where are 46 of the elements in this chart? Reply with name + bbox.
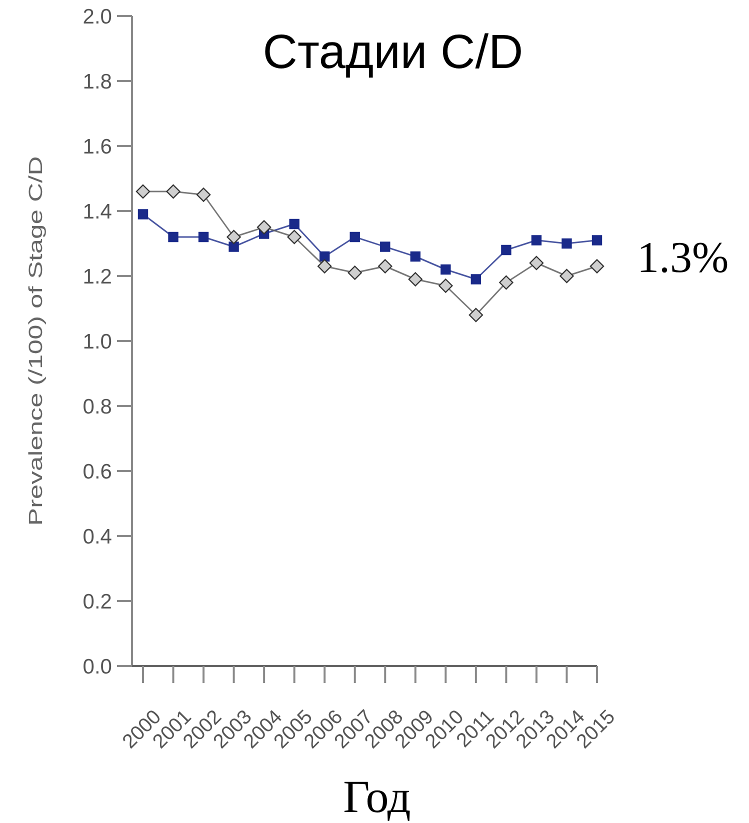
point	[318, 259, 332, 274]
y-tick-label: 1.0	[82, 330, 112, 354]
point	[166, 184, 180, 199]
point	[470, 274, 482, 284]
y-tick-label: 1.4	[82, 200, 112, 224]
x-axis-title: Год	[343, 771, 411, 822]
point	[168, 232, 178, 242]
y-tick-label: 0.0	[82, 655, 112, 678]
y-axis-title: Prevalence (/100) of Stage C/D	[24, 156, 46, 526]
point	[499, 275, 514, 290]
text: 1.3%	[637, 233, 729, 282]
point	[410, 251, 420, 262]
point	[468, 308, 484, 322]
point	[592, 235, 602, 246]
point	[560, 268, 574, 284]
point	[289, 218, 300, 230]
point	[138, 209, 148, 220]
y-tick-label: 0.4	[82, 525, 112, 548]
point	[529, 256, 544, 270]
point	[531, 235, 542, 246]
point	[348, 266, 362, 280]
point	[380, 242, 390, 252]
point	[136, 184, 150, 199]
point	[226, 230, 241, 244]
point	[438, 278, 453, 293]
point	[198, 232, 209, 242]
y-tick-label: 1.8	[82, 70, 112, 94]
point	[320, 251, 330, 262]
point	[408, 272, 422, 286]
point	[501, 244, 512, 256]
point	[378, 259, 392, 274]
y-tick-label: 1.6	[82, 135, 112, 158]
chart-title: Стадии C/D	[262, 26, 524, 79]
y-tick-label: 0.2	[82, 590, 112, 614]
point	[440, 264, 451, 275]
point	[228, 242, 239, 252]
point	[287, 230, 302, 244]
y-tick-label: 0.6	[82, 460, 112, 484]
y-tick-label: 2.0	[82, 5, 112, 28]
y-tick-label: 0.8	[82, 395, 112, 418]
point	[590, 259, 604, 274]
point	[256, 220, 272, 234]
point	[350, 232, 360, 242]
point	[562, 238, 572, 249]
y-tick-label: 1.2	[82, 265, 112, 288]
point	[196, 188, 211, 202]
